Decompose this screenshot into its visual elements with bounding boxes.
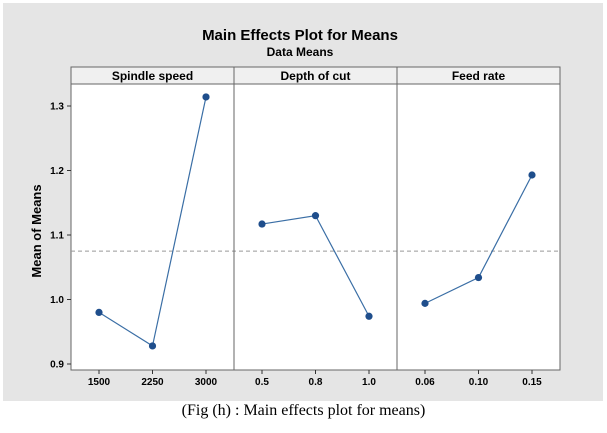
x-tick-label: 3000 — [195, 377, 218, 388]
main-effects-chart: Main Effects Plot for Means Data Means M… — [29, 27, 561, 388]
facet-label: Depth of cut — [281, 69, 351, 83]
data-point — [258, 220, 266, 228]
data-point — [311, 212, 320, 220]
x-tick-label: 1500 — [88, 377, 111, 388]
x-tick-label: 0.8 — [309, 377, 323, 388]
facet-label: Spindle speed — [112, 69, 193, 83]
data-point — [148, 342, 157, 350]
y-tick-label: 1.3 — [50, 102, 64, 113]
y-tick-label: 1.0 — [50, 295, 64, 306]
data-point — [474, 273, 483, 282]
data-point — [202, 93, 210, 101]
data-point — [95, 308, 103, 316]
x-tick-label: 0.06 — [415, 377, 435, 388]
facet-label: Feed rate — [452, 69, 506, 83]
x-tick-label: 2250 — [141, 377, 164, 388]
y-tick-label: 1.1 — [50, 231, 64, 242]
data-point — [421, 299, 429, 307]
x-tick-label: 1.0 — [362, 377, 376, 388]
figure-caption: (Fig (h) : Main effects plot for means) — [181, 402, 426, 419]
data-point — [365, 312, 373, 320]
y-tick-label: 0.9 — [50, 360, 64, 371]
x-tick-label: 0.15 — [522, 377, 542, 388]
data-point — [528, 171, 536, 179]
x-tick-label: 0.10 — [469, 377, 489, 388]
x-tick-label: 0.5 — [255, 377, 269, 388]
chart-subtitle: Data Means — [267, 45, 334, 59]
chart-frame: Main Effects Plot for Means Data Means M… — [3, 3, 603, 401]
plot-area — [70, 83, 561, 371]
y-tick-label: 1.2 — [50, 166, 64, 177]
chart-title: Main Effects Plot for Means — [202, 27, 398, 44]
y-axis-label: Mean of Means — [29, 184, 44, 277]
